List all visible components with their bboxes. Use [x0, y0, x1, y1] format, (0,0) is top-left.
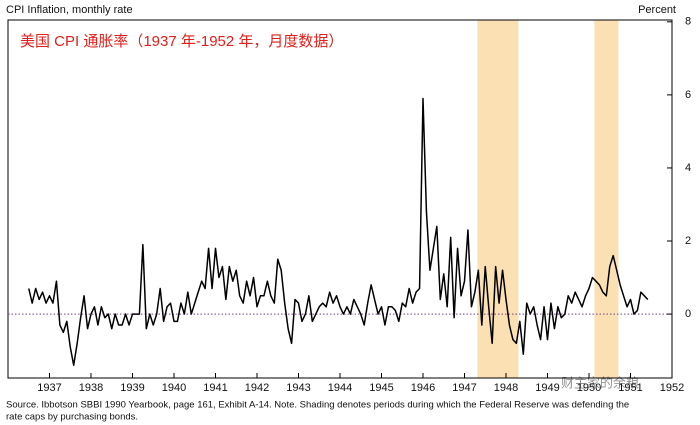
x-tick-label: 1940	[162, 382, 186, 394]
y-axis-label: Percent	[638, 4, 676, 16]
x-tick-label: 1941	[203, 382, 227, 394]
y-tick-label: 0	[685, 308, 691, 320]
y-tick-label: 4	[685, 162, 691, 174]
x-tick-label: 1943	[286, 382, 310, 394]
source-line: Source. Ibbotson SBBI 1990 Yearbook, pag…	[6, 400, 629, 411]
x-tick-label: 1946	[411, 382, 435, 394]
x-tick-label: 1942	[245, 382, 269, 394]
shaded-period	[477, 20, 519, 378]
shaded-period	[594, 20, 619, 378]
y-tick-label: 8	[685, 16, 691, 28]
x-tick-label: 1939	[120, 382, 144, 394]
y-tick-label: 6	[685, 89, 691, 101]
x-tick-label: 1952	[660, 382, 684, 394]
x-tick-label: 1950	[577, 382, 601, 394]
chart-title: CPI Inflation, monthly rate	[6, 4, 133, 16]
data-line	[28, 97, 649, 366]
watermark: 财主家的余粮	[561, 375, 639, 390]
x-tick-label: 1938	[79, 382, 103, 394]
source-line: rate caps by purchasing bonds.	[6, 412, 138, 423]
x-tick-label: 1951	[618, 382, 642, 394]
x-tick-label: 1945	[369, 382, 393, 394]
x-tick-label: 1948	[494, 382, 518, 394]
subtitle: 美国 CPI 通胀率（1937 年-1952 年，月度数据）	[20, 33, 343, 50]
x-tick-label: 1947	[452, 382, 476, 394]
x-tick-label: 1937	[37, 382, 61, 394]
x-tick-label: 1949	[535, 382, 559, 394]
y-tick-label: 2	[685, 235, 691, 247]
plot-frame	[7, 19, 673, 379]
x-tick-label: 1944	[328, 382, 352, 394]
